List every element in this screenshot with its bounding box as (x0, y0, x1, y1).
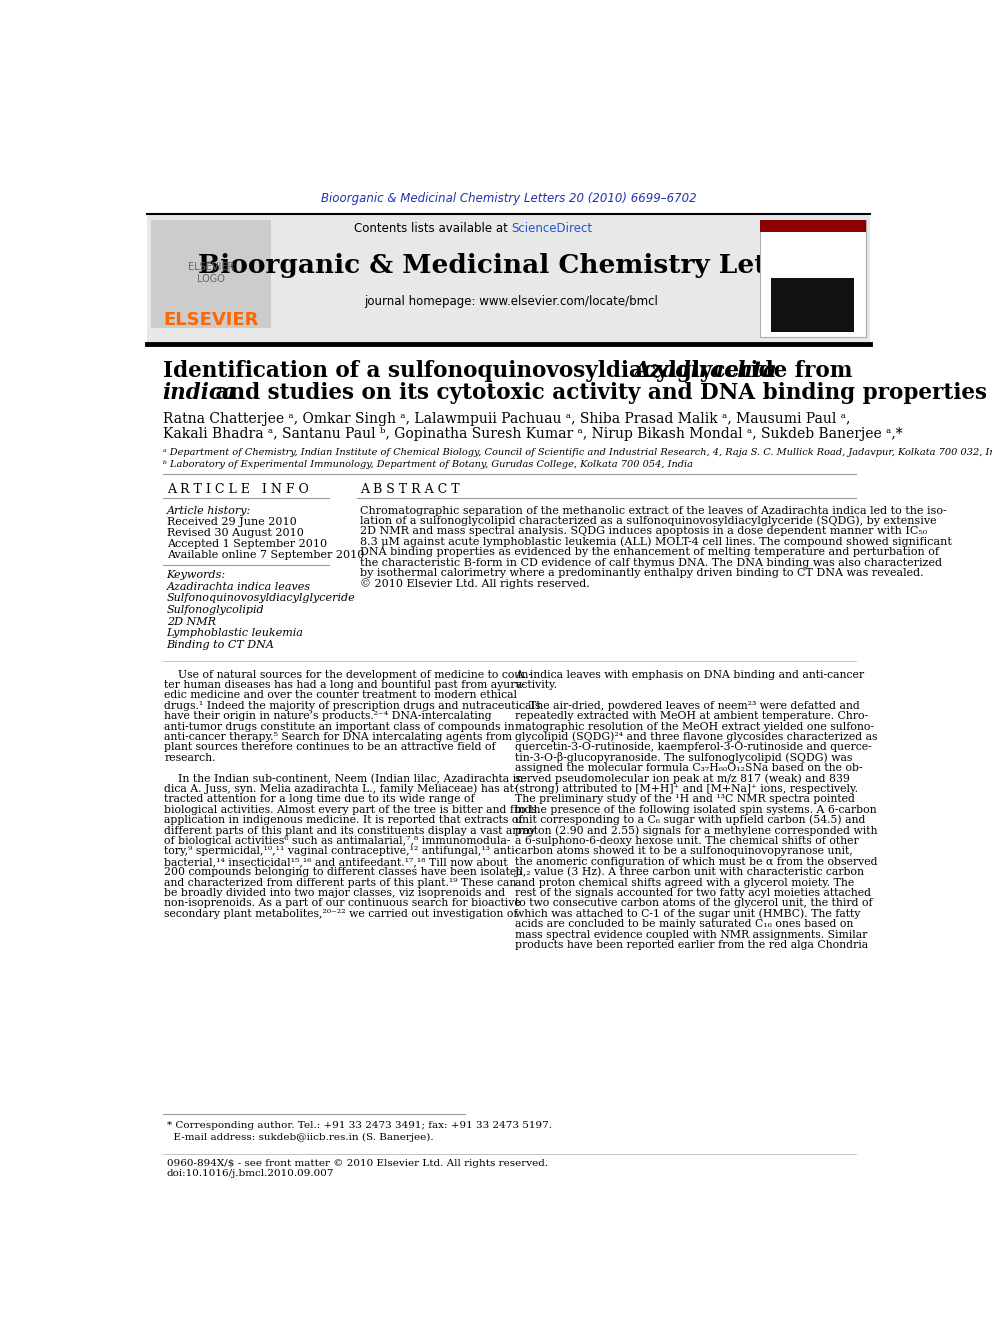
Text: Identification of a sulfonoquinovosyldiacylglyceride from: Identification of a sulfonoquinovosyldia… (163, 360, 860, 381)
Text: (strong) attributed to [M+H]⁺ and [M+Na]⁺ ions, respectively.: (strong) attributed to [M+H]⁺ and [M+Na]… (516, 783, 858, 794)
Text: 8.3 μM against acute lymphoblastic leukemia (ALL) MOLT-4 cell lines. The compoun: 8.3 μM against acute lymphoblastic leuke… (360, 537, 952, 548)
Text: * Corresponding author. Tel.: +91 33 2473 3491; fax: +91 33 2473 5197.: * Corresponding author. Tel.: +91 33 247… (167, 1122, 552, 1130)
Text: ᵃ Department of Chemistry, Indian Institute of Chemical Biology, Council of Scie: ᵃ Department of Chemistry, Indian Instit… (163, 448, 992, 458)
Text: 2D NMR and mass spectral analysis. SQDG induces apoptosis in a dose dependent ma: 2D NMR and mass spectral analysis. SQDG … (360, 527, 928, 536)
Text: glycolipid (SQDG)²⁴ and three flavone glycosides characterized as: glycolipid (SQDG)²⁴ and three flavone gl… (516, 732, 878, 742)
Text: assigned the molecular formula C₃₇H₆₀O₁₂SNa based on the ob-: assigned the molecular formula C₃₇H₆₀O₁₂… (516, 763, 863, 773)
Text: doi:10.1016/j.bmcl.2010.09.007: doi:10.1016/j.bmcl.2010.09.007 (167, 1170, 334, 1177)
Text: anti-tumor drugs constitute an important class of compounds in: anti-tumor drugs constitute an important… (165, 721, 515, 732)
Text: quercetin-3-O-rutinoside, kaempferol-3-O-rutinoside and querce-: quercetin-3-O-rutinoside, kaempferol-3-O… (516, 742, 872, 753)
Text: activity.: activity. (516, 680, 558, 691)
Text: be broadly divided into two major classes, viz isoprenoids and: be broadly divided into two major classe… (165, 888, 506, 898)
Text: of biological activities⁶ such as antimalarial,⁷,⁸ immunomodula-: of biological activities⁶ such as antima… (165, 836, 511, 845)
Text: Received 29 June 2010: Received 29 June 2010 (167, 517, 297, 527)
Text: biological activities. Almost every part of the tree is bitter and finds: biological activities. Almost every part… (165, 804, 538, 815)
FancyBboxPatch shape (760, 221, 866, 232)
Text: the characteristic B-form in CD evidence of calf thymus DNA. The DNA binding was: the characteristic B-form in CD evidence… (360, 557, 942, 568)
Text: edic medicine and over the counter treatment to modern ethical: edic medicine and over the counter treat… (165, 691, 517, 700)
Text: unit corresponding to a C₆ sugar with upfield carbon (54.5) and: unit corresponding to a C₆ sugar with up… (516, 815, 866, 826)
Text: Bioorganic & Medicinal
Chemistry Letters: Bioorganic & Medicinal Chemistry Letters (781, 234, 843, 245)
Text: A B S T R A C T: A B S T R A C T (360, 483, 460, 496)
Text: lation of a sulfonoglycolipid characterized as a sulfonoquinovosyldiacylglycerid: lation of a sulfonoglycolipid characteri… (360, 516, 937, 527)
FancyBboxPatch shape (151, 221, 271, 328)
Text: rest of the signals accounted for two fatty acyl moieties attached: rest of the signals accounted for two fa… (516, 888, 871, 898)
Text: A R T I C L E   I N F O: A R T I C L E I N F O (167, 483, 309, 496)
Text: ᵇ Laboratory of Experimental Immunology, Department of Botany, Gurudas College, : ᵇ Laboratory of Experimental Immunology,… (163, 460, 692, 468)
Text: repeatedly extracted with MeOH at ambient temperature. Chro-: repeatedly extracted with MeOH at ambien… (516, 712, 869, 721)
Text: Contents lists available at: Contents lists available at (354, 221, 512, 234)
Text: Sulfonoquinovosyldiacylglyceride: Sulfonoquinovosyldiacylglyceride (167, 594, 355, 603)
Text: secondary plant metabolites,²⁰⁻²² we carried out investigation of: secondary plant metabolites,²⁰⁻²² we car… (165, 909, 518, 918)
Text: DNA binding properties as evidenced by the enhancement of melting temperature an: DNA binding properties as evidenced by t… (360, 548, 939, 557)
Text: served pseudomolecular ion peak at m/z 817 (weak) and 839: served pseudomolecular ion peak at m/z 8… (516, 774, 850, 785)
Text: to the presence of the following isolated spin systems. A 6-carbon: to the presence of the following isolate… (516, 804, 877, 815)
Text: acids are concluded to be mainly saturated C₁₆ ones based on: acids are concluded to be mainly saturat… (516, 919, 854, 929)
Text: Accepted 1 September 2010: Accepted 1 September 2010 (167, 538, 326, 549)
Text: the anomeric configuration of which must be α from the observed: the anomeric configuration of which must… (516, 857, 878, 867)
Text: The preliminary study of the ¹H and ¹³C NMR spectra pointed: The preliminary study of the ¹H and ¹³C … (516, 794, 855, 804)
Text: © 2010 Elsevier Ltd. All rights reserved.: © 2010 Elsevier Ltd. All rights reserved… (360, 578, 590, 589)
Text: tracted attention for a long time due to its wide range of: tracted attention for a long time due to… (165, 794, 475, 804)
Text: In the Indian sub-continent, Neem (Indian lilac, Azadirachta in-: In the Indian sub-continent, Neem (India… (165, 774, 527, 783)
Text: products have been reported earlier from the red alga Chondria: products have been reported earlier from… (516, 939, 869, 950)
FancyBboxPatch shape (771, 278, 854, 332)
Text: different parts of this plant and its constituents display a vast array: different parts of this plant and its co… (165, 826, 536, 836)
Text: research.: research. (165, 753, 216, 763)
FancyBboxPatch shape (760, 221, 866, 337)
Text: Binding to CT DNA: Binding to CT DNA (167, 639, 275, 650)
Text: non-isoprenoids. As a part of our continuous search for bioactive: non-isoprenoids. As a part of our contin… (165, 898, 521, 909)
Text: application in indigenous medicine. It is reported that extracts of: application in indigenous medicine. It i… (165, 815, 523, 826)
Text: to two consecutive carbon atoms of the glycerol unit, the third of: to two consecutive carbon atoms of the g… (516, 898, 873, 909)
Text: mass spectral evidence coupled with NMR assignments. Similar: mass spectral evidence coupled with NMR … (516, 930, 868, 939)
Text: which was attached to C-1 of the sugar unit (HMBC). The fatty: which was attached to C-1 of the sugar u… (516, 909, 861, 919)
Text: ELSEVIER: ELSEVIER (163, 311, 259, 329)
Text: matographic resolution of the MeOH extract yielded one sulfono-: matographic resolution of the MeOH extra… (516, 721, 874, 732)
Text: and characterized from different parts of this plant.¹⁹ These can: and characterized from different parts o… (165, 877, 517, 888)
Text: Kakali Bhadra ᵃ, Santanu Paul ᵇ, Gopinatha Suresh Kumar ᵃ, Nirup Bikash Mondal ᵃ: Kakali Bhadra ᵃ, Santanu Paul ᵇ, Gopinat… (163, 427, 903, 442)
Text: journal homepage: www.elsevier.com/locate/bmcl: journal homepage: www.elsevier.com/locat… (365, 295, 659, 308)
Text: The air-dried, powdered leaves of neem²³ were defatted and: The air-dried, powdered leaves of neem²³… (516, 701, 860, 710)
Text: 200 compounds belonging to different classes have been isolated: 200 compounds belonging to different cla… (165, 867, 524, 877)
Text: Revised 30 August 2010: Revised 30 August 2010 (167, 528, 304, 538)
Text: tin-3-O-β-glucopyranoside. The sulfonoglycolipid (SQDG) was: tin-3-O-β-glucopyranoside. The sulfonogl… (516, 753, 853, 763)
Text: proton (2.90 and 2.55) signals for a methylene corresponded with: proton (2.90 and 2.55) signals for a met… (516, 826, 878, 836)
Text: Available online 7 September 2010: Available online 7 September 2010 (167, 549, 364, 560)
Text: by isothermal calorimetry where a predominantly enthalpy driven binding to CT DN: by isothermal calorimetry where a predom… (360, 568, 924, 578)
Text: and proton chemical shifts agreed with a glycerol moiety. The: and proton chemical shifts agreed with a… (516, 877, 855, 888)
Text: and studies on its cytotoxic activity and DNA binding properties: and studies on its cytotoxic activity an… (207, 382, 987, 404)
Text: A. indica leaves with emphasis on DNA binding and anti-cancer: A. indica leaves with emphasis on DNA bi… (516, 669, 864, 680)
Text: 2D NMR: 2D NMR (167, 617, 215, 627)
Text: Article history:: Article history: (167, 505, 251, 516)
Text: Bioorganic & Medicinal Chemistry Letters: Bioorganic & Medicinal Chemistry Letters (198, 253, 824, 278)
Text: Azadirachta: Azadirachta (634, 360, 778, 381)
Text: tory,⁹ spermicidal,¹⁰,¹¹ vaginal contraceptive,¹² antifungal,¹³ anti-: tory,⁹ spermicidal,¹⁰,¹¹ vaginal contrac… (165, 847, 519, 856)
Text: Keywords:: Keywords: (167, 570, 226, 581)
Text: Ratna Chatterjee ᵃ, Omkar Singh ᵃ, Lalawmpuii Pachuau ᵃ, Shiba Prasad Malik ᵃ, M: Ratna Chatterjee ᵃ, Omkar Singh ᵃ, Lalaw… (163, 411, 850, 426)
Text: Chromatographic separation of the methanolic extract of the leaves of Azadiracht: Chromatographic separation of the methan… (360, 505, 947, 516)
Text: ELSEVIER
LOGO: ELSEVIER LOGO (187, 262, 234, 283)
Text: bacterial,¹⁴ insecticidal¹⁵,¹⁶ and antifeedant.¹⁷,¹⁸ Till now about: bacterial,¹⁴ insecticidal¹⁵,¹⁶ and antif… (165, 857, 508, 867)
Text: have their origin in nature’s products.²⁻⁴ DNA-intercalating: have their origin in nature’s products.²… (165, 712, 492, 721)
FancyBboxPatch shape (147, 214, 870, 344)
Text: ScienceDirect: ScienceDirect (512, 221, 592, 234)
Text: ter human diseases has had a long and bountiful past from ayurv-: ter human diseases has had a long and bo… (165, 680, 526, 691)
Text: Azadirachta indica leaves: Azadirachta indica leaves (167, 582, 310, 591)
Text: Sulfonoglycolipid: Sulfonoglycolipid (167, 605, 264, 615)
Text: anti-cancer therapy.⁵ Search for DNA intercalating agents from: anti-cancer therapy.⁵ Search for DNA int… (165, 732, 512, 742)
Text: Lymphoblastic leukemia: Lymphoblastic leukemia (167, 628, 304, 638)
Text: J₁,₂ value (3 Hz). A three carbon unit with characteristic carbon: J₁,₂ value (3 Hz). A three carbon unit w… (516, 867, 865, 877)
Text: drugs.¹ Indeed the majority of prescription drugs and nutraceuticals: drugs.¹ Indeed the majority of prescript… (165, 701, 541, 710)
Text: dica A. Juss, syn. Melia azadirachta L., family Meliaceae) has at-: dica A. Juss, syn. Melia azadirachta L.,… (165, 783, 518, 794)
Text: indica: indica (163, 382, 237, 404)
Text: carbon atoms showed it to be a sulfonoquinovopyranose unit,: carbon atoms showed it to be a sulfonoqu… (516, 847, 853, 856)
Text: a 6-sulphono-6-deoxy hexose unit. The chemical shifts of other: a 6-sulphono-6-deoxy hexose unit. The ch… (516, 836, 859, 845)
Text: 0960-894X/$ - see front matter © 2010 Elsevier Ltd. All rights reserved.: 0960-894X/$ - see front matter © 2010 El… (167, 1159, 548, 1168)
Text: Use of natural sources for the development of medicine to coun-: Use of natural sources for the developme… (165, 669, 533, 680)
Text: E-mail address: sukdeb@iicb.res.in (S. Banerjee).: E-mail address: sukdeb@iicb.res.in (S. B… (167, 1132, 434, 1142)
Text: Bioorganic & Medicinal Chemistry Letters 20 (2010) 6699–6702: Bioorganic & Medicinal Chemistry Letters… (320, 192, 696, 205)
Text: plant sources therefore continues to be an attractive field of: plant sources therefore continues to be … (165, 742, 496, 753)
